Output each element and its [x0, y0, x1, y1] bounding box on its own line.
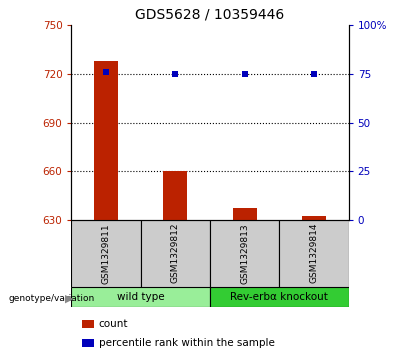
Text: percentile rank within the sample: percentile rank within the sample: [99, 338, 275, 348]
Text: GSM1329814: GSM1329814: [310, 223, 318, 284]
Text: count: count: [99, 319, 128, 329]
Text: GSM1329812: GSM1329812: [171, 223, 180, 284]
Text: wild type: wild type: [117, 292, 165, 302]
Text: genotype/variation: genotype/variation: [8, 294, 95, 303]
Point: [172, 71, 179, 77]
Bar: [210, 287, 349, 307]
Bar: [163, 171, 187, 220]
Point: [103, 69, 110, 75]
Bar: [141, 220, 210, 287]
Bar: [233, 208, 257, 220]
Bar: [71, 287, 210, 307]
Bar: [279, 220, 349, 287]
Bar: [94, 61, 118, 220]
Bar: [71, 220, 141, 287]
Bar: [302, 216, 326, 220]
Point: [241, 71, 248, 77]
Text: GSM1329813: GSM1329813: [240, 223, 249, 284]
Text: GSM1329811: GSM1329811: [102, 223, 110, 284]
Title: GDS5628 / 10359446: GDS5628 / 10359446: [135, 8, 285, 21]
Point: [311, 71, 318, 77]
Bar: [210, 220, 279, 287]
Text: ▶: ▶: [65, 293, 73, 303]
Text: Rev-erbα knockout: Rev-erbα knockout: [230, 292, 328, 302]
